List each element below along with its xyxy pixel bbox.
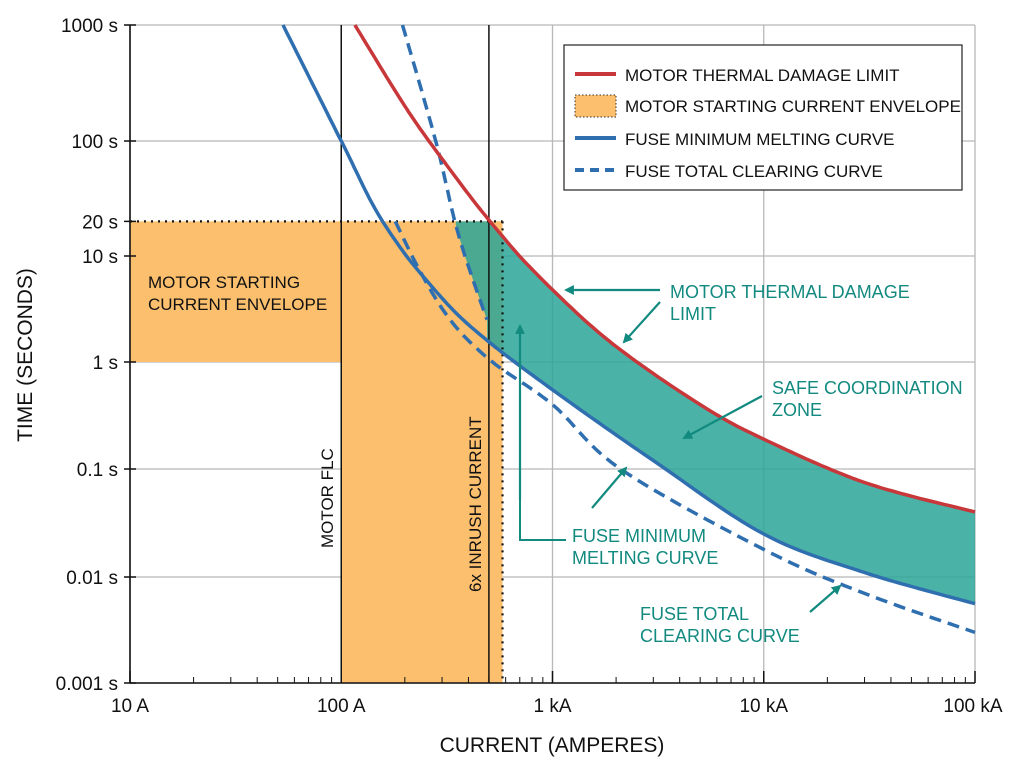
y-tick-label: 0.01 s	[66, 568, 118, 589]
y-tick-label: 0.1 s	[77, 460, 118, 481]
envelope-label-1: MOTOR STARTING	[148, 273, 300, 292]
inrush-label: 6x INRUSH CURRENT	[466, 416, 485, 592]
annotations	[515, 285, 842, 613]
y-tick-label: 0.001 s	[56, 674, 118, 695]
melting-curve	[281, 24, 976, 606]
legend-swatch-envelope	[574, 94, 617, 118]
fills	[130, 220, 975, 684]
legend-label-clearing: FUSE TOTAL CLEARING CURVE	[625, 162, 883, 181]
axes: 10 A 100 A 1 kA 10 kA 100 kA 1000 s 100 s 20 s 1…	[56, 16, 1003, 717]
legend-label-melting: FUSE MINIMUM MELTING CURVE	[625, 130, 895, 149]
y-tick-label: 10 s	[82, 247, 118, 268]
clearing-curve-upper	[400, 24, 489, 321]
x-tick-label: 100 A	[317, 696, 366, 717]
x-tick-label: 100 kA	[943, 696, 1002, 717]
thermal-annotation-2: LIMIT	[670, 304, 716, 324]
legend: MOTOR THERMAL DAMAGE LIMIT MOTOR STARTIN…	[563, 44, 963, 191]
safe-annotation-1: SAFE COORDINATION	[772, 378, 963, 398]
x-axis-title: CURRENT (AMPERES)	[440, 734, 665, 757]
melting-annotation-2: MELTING CURVE	[572, 548, 718, 568]
y-tick-label: 1 s	[93, 353, 118, 374]
y-tick-label: 20 s	[82, 212, 118, 233]
thermal-damage-curve	[353, 24, 976, 514]
motor-flc-label: MOTOR FLC	[318, 448, 337, 548]
safe-zone-arrow	[682, 395, 763, 439]
melting-bracket	[519, 500, 566, 541]
legend-label-thermal: MOTOR THERMAL DAMAGE LIMIT	[625, 66, 900, 85]
thermal-annotation-1: MOTOR THERMAL DAMAGE	[670, 282, 910, 302]
y-tick-label: 1000 s	[61, 16, 118, 37]
envelope-label-2: CURRENT ENVELOPE	[148, 295, 327, 314]
x-tick-label: 1 kA	[533, 696, 571, 717]
melting-arrow-2	[591, 466, 628, 509]
safe-annotation-2: ZONE	[772, 400, 822, 420]
clearing-annotation-2: CLEARING CURVE	[640, 626, 800, 646]
melting-annotation-1: FUSE MINIMUM	[572, 526, 706, 546]
x-tick-label: 10 A	[111, 696, 149, 717]
legend-label-envelope: MOTOR STARTING CURRENT ENVELOPE	[625, 97, 961, 116]
clearing-annotation-1: FUSE TOTAL	[640, 604, 749, 624]
safe-coordination-zone	[455, 221, 975, 604]
reference-lines	[340, 25, 490, 683]
x-tick-label: 10 kA	[739, 696, 788, 717]
thermal-arrow-2	[622, 301, 661, 344]
clearing-curve	[393, 220, 976, 635]
clearing-arrow	[809, 584, 842, 613]
y-tick-label: 100 s	[72, 132, 118, 153]
y-axis-title: TIME (SECONDS)	[14, 268, 37, 442]
curves	[281, 24, 976, 635]
envelope-column	[341, 221, 503, 684]
